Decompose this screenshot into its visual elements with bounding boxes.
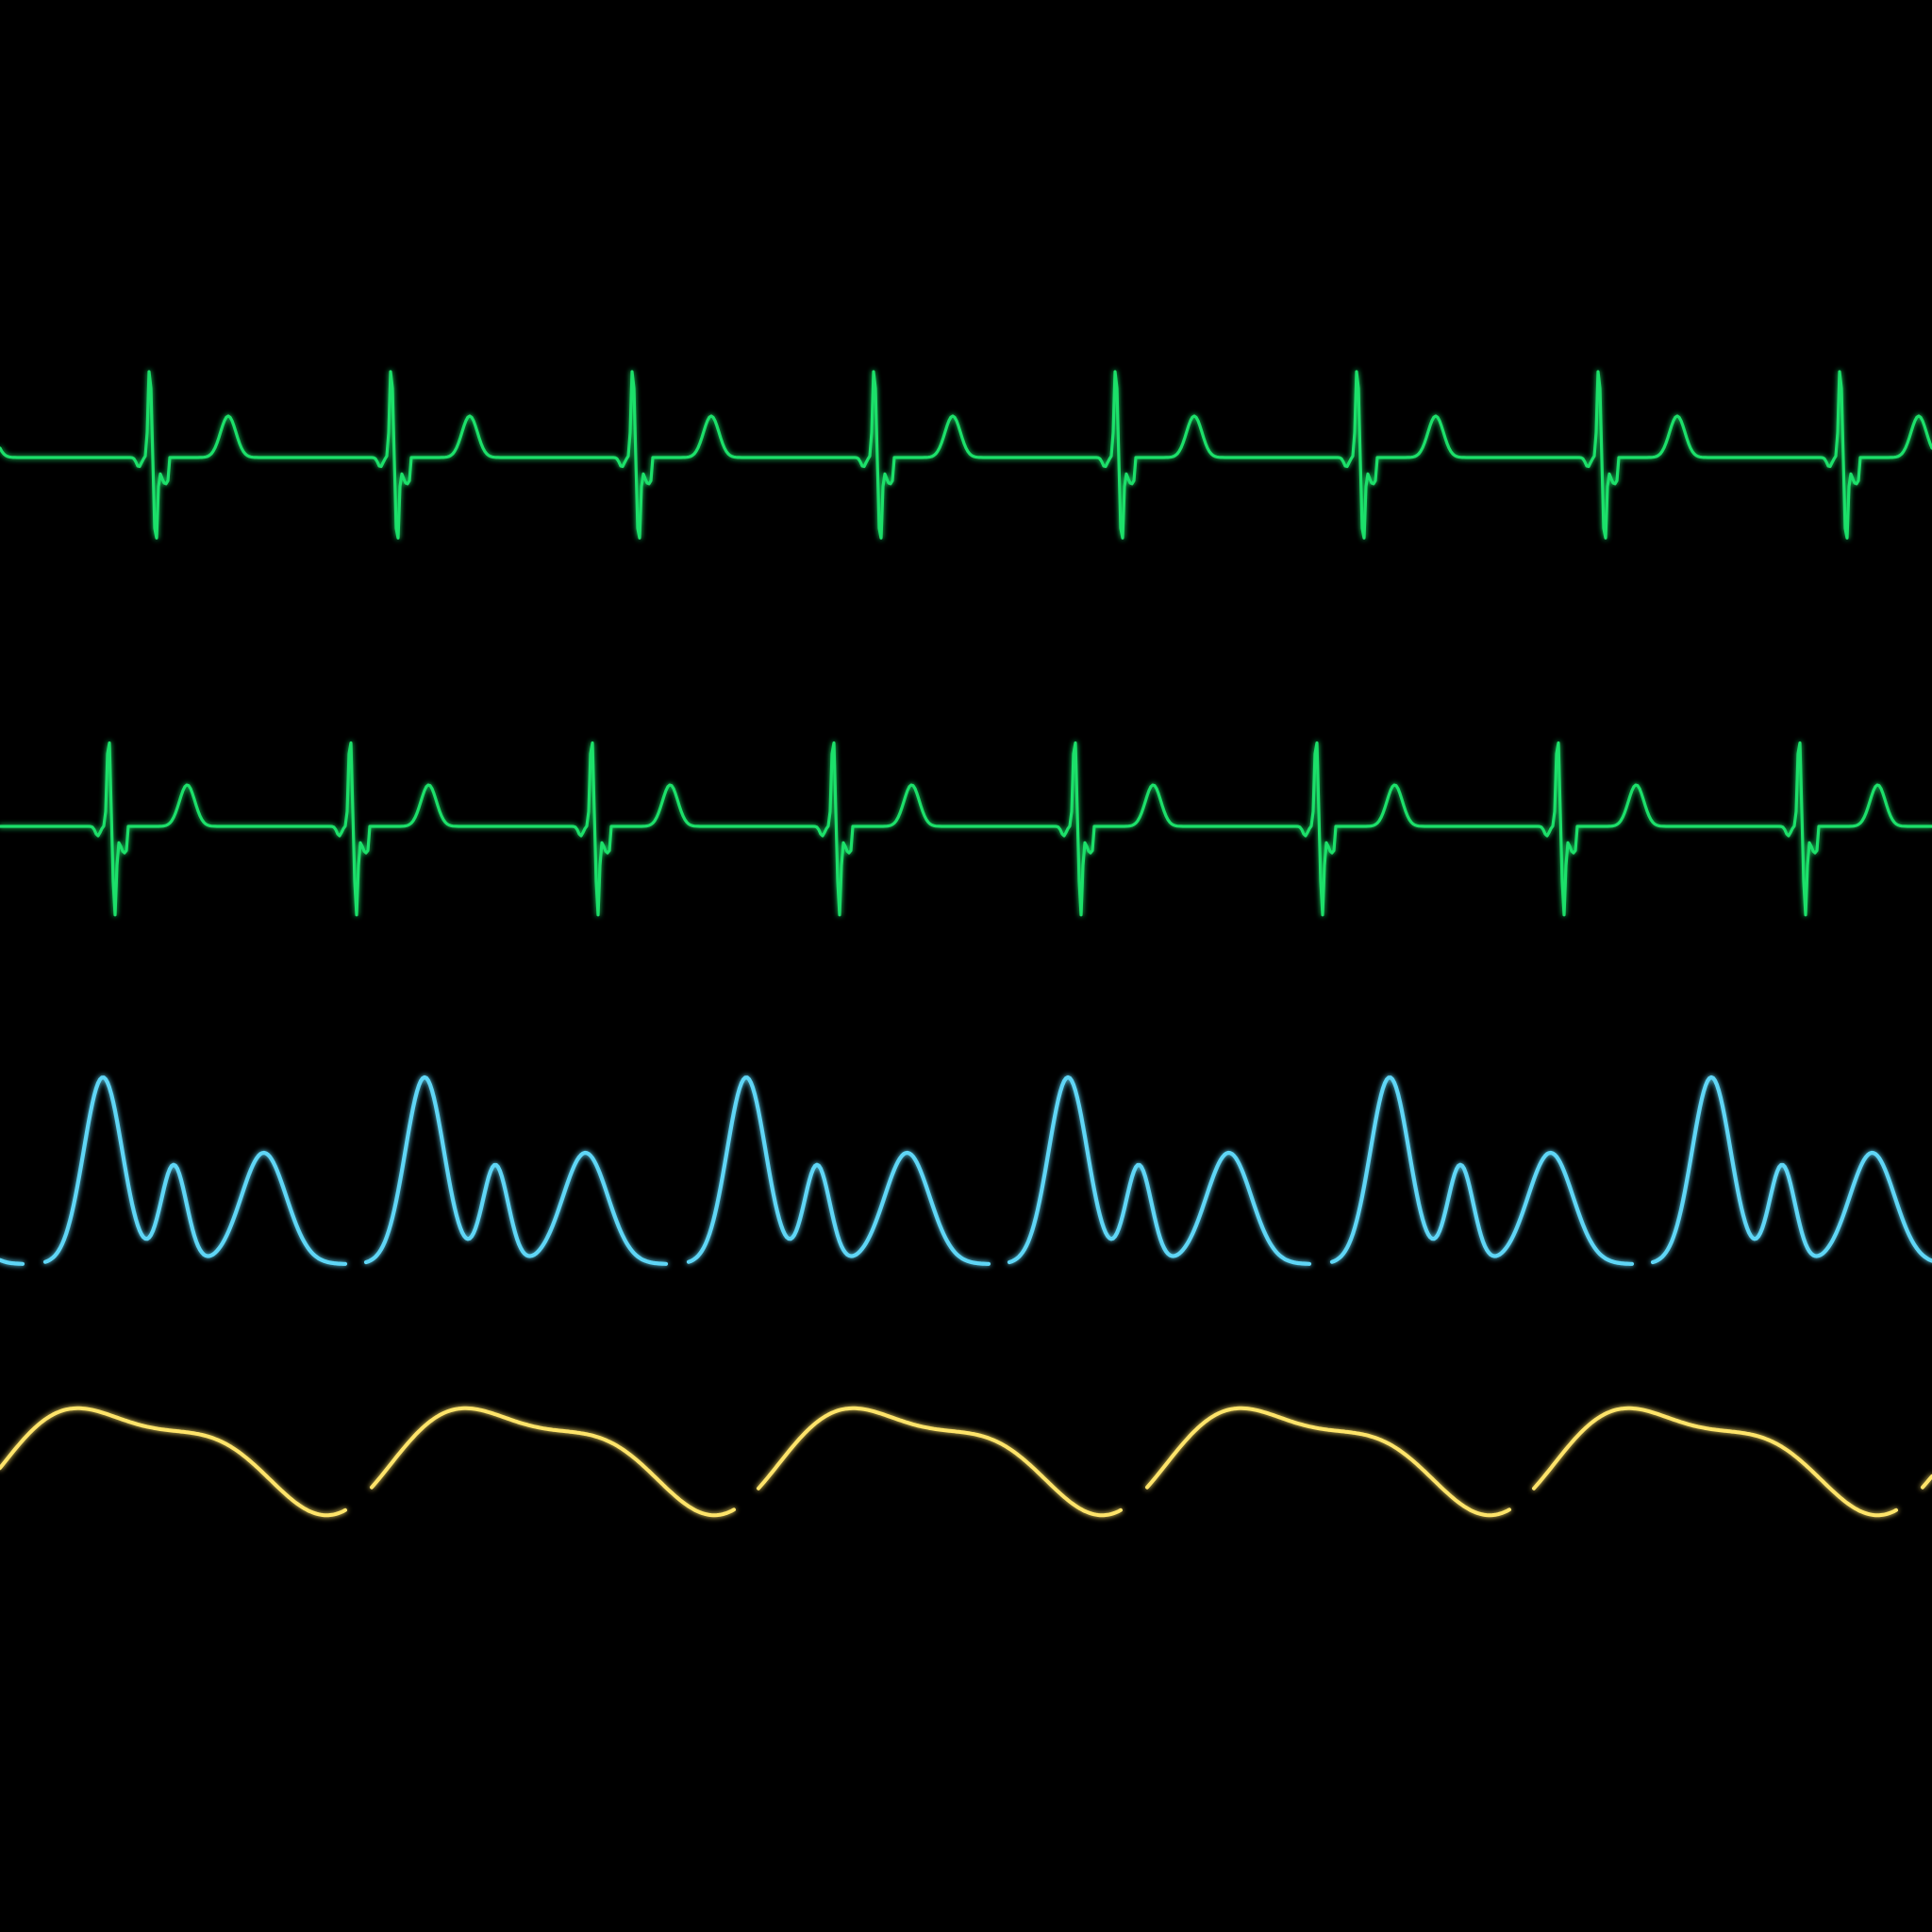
- respiration-trace: [0, 1406, 1932, 1518]
- arterial-pressure-trace: [0, 1074, 1932, 1266]
- ecg-trace-1: [0, 370, 1932, 540]
- ecg-trace-2: [0, 741, 1932, 917]
